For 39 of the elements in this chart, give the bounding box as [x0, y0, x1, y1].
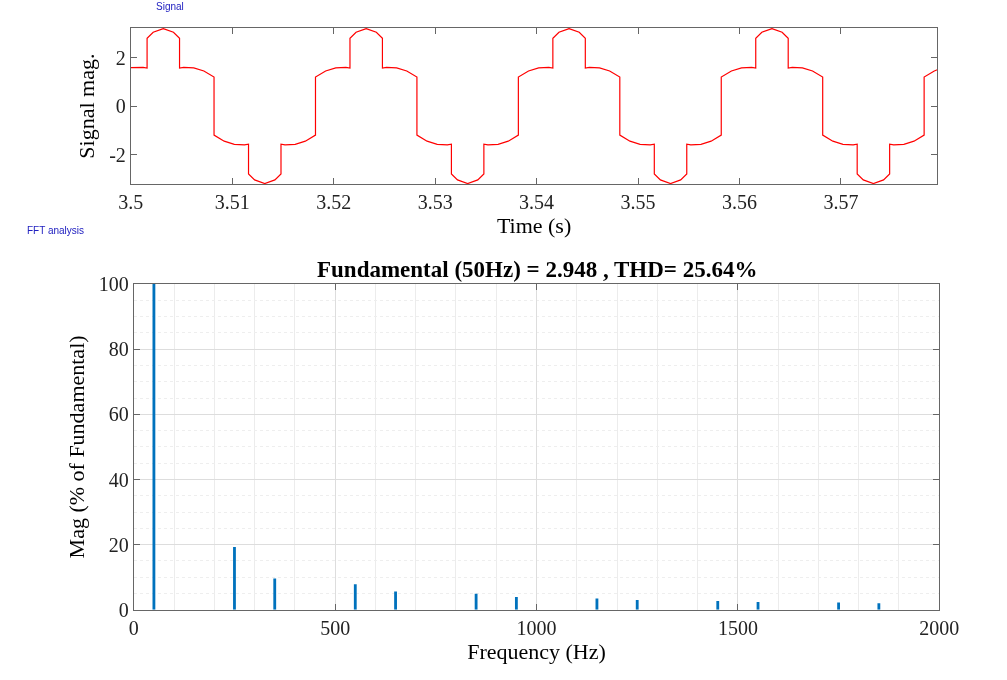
- x-tick-label: 500: [320, 616, 351, 639]
- x-axis-title: Time (s): [496, 213, 572, 239]
- y-tick-label: 80: [108, 338, 129, 361]
- x-tick-label: 3.52: [316, 191, 352, 214]
- y-tick-label: 100: [98, 273, 129, 296]
- x-tick-label: 2000: [919, 616, 960, 639]
- bar: [394, 591, 397, 610]
- x-tick-label: 3.53: [417, 191, 453, 214]
- x-tick-label: 3.55: [620, 191, 656, 214]
- bar: [474, 593, 478, 610]
- y-tick-label: 0: [115, 95, 126, 118]
- x-tick-label: 3.54: [519, 191, 555, 214]
- x-tick-label: 3.51: [214, 191, 250, 214]
- bar: [353, 584, 357, 610]
- y-tick-label: 2: [115, 46, 126, 69]
- line-series: [130, 28, 938, 185]
- bar: [273, 578, 277, 610]
- y-tick-label: 40: [108, 468, 129, 491]
- bar: [877, 603, 881, 610]
- x-tick-label: 1500: [717, 616, 758, 639]
- y-tick-label: 60: [108, 403, 129, 426]
- x-tick-label: 1000: [516, 616, 557, 639]
- y-axis-title: Mag (% of Fundamental): [63, 335, 89, 559]
- bar: [716, 600, 720, 610]
- chart-title: Fundamental (50Hz) = 2.948 , THD= 25.64%: [317, 257, 758, 282]
- x-tick-label: 3.57: [823, 191, 859, 214]
- x-tick-label: 3.56: [722, 191, 758, 214]
- text: FFT analysis: [27, 225, 85, 236]
- bar: [233, 546, 236, 610]
- y-axis-title: Signal mag.: [73, 53, 99, 159]
- y-tick-label: 0: [118, 598, 129, 621]
- x-axis-title: Frequency (Hz): [467, 638, 606, 664]
- text: Signal: [156, 1, 184, 12]
- bar: [514, 597, 518, 610]
- x-tick-label: 3.5: [118, 191, 144, 214]
- y-tick-label: -2: [109, 143, 126, 166]
- bar: [635, 600, 639, 610]
- bar: [837, 602, 840, 610]
- y-tick-label: 20: [108, 533, 129, 556]
